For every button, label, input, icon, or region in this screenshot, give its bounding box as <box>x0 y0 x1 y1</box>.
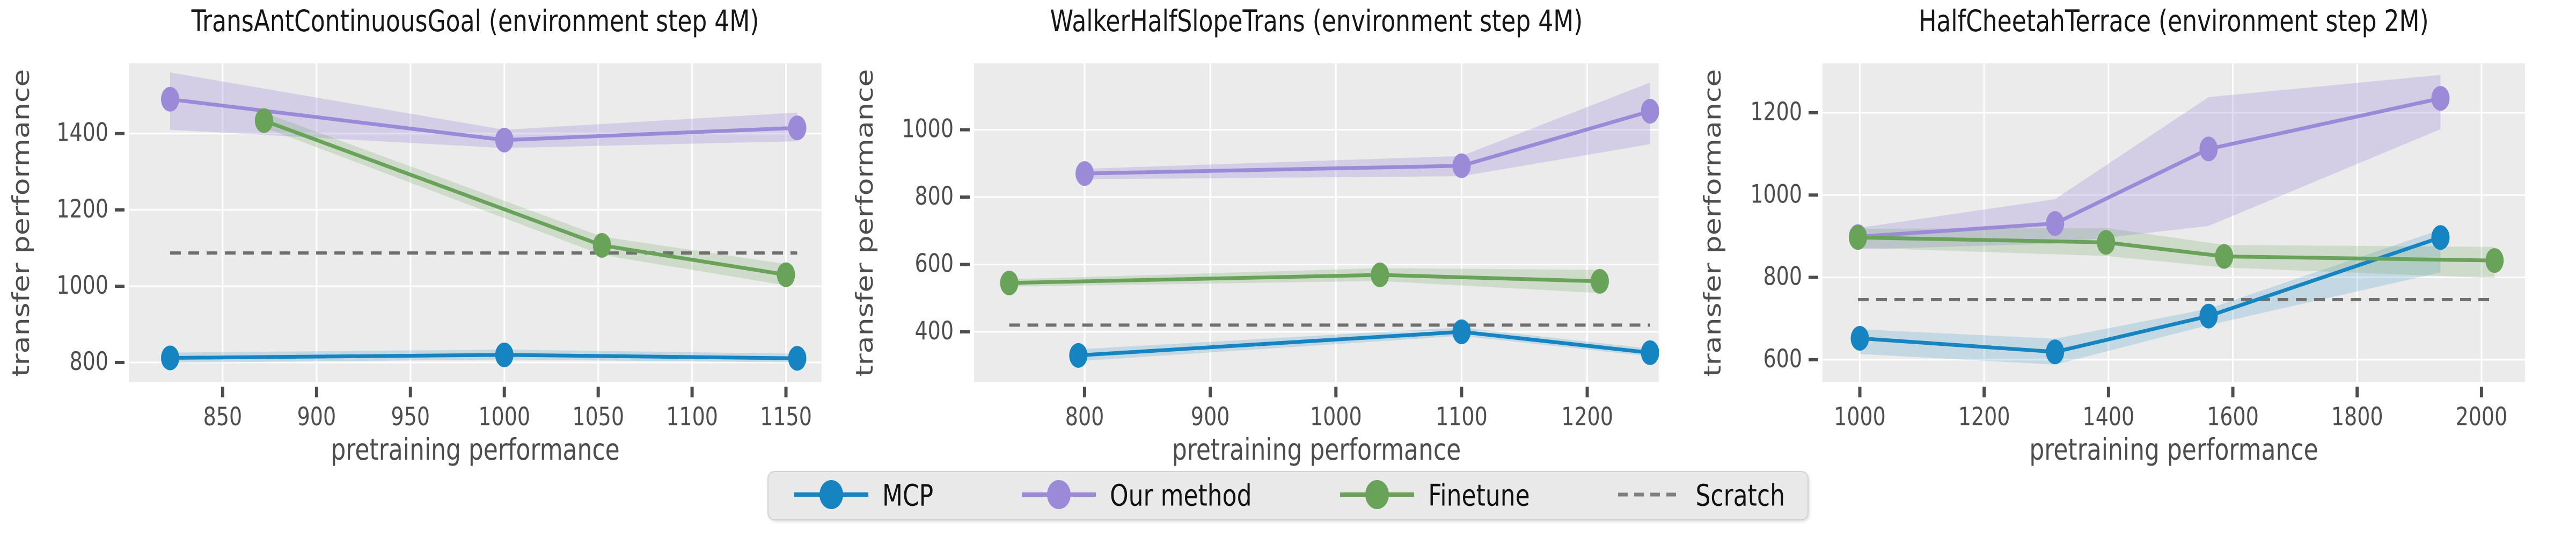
svg-text:1800: 1800 <box>2331 402 2383 432</box>
svg-text:800: 800 <box>1065 402 1104 432</box>
finetune-line-marker-icon <box>1337 476 1417 516</box>
svg-text:900: 900 <box>1191 402 1230 432</box>
y-axis-label: transfer performance <box>8 69 35 377</box>
svg-text:1000: 1000 <box>1310 402 1362 432</box>
y-axis-label: transfer performance <box>851 69 879 377</box>
svg-text:1200: 1200 <box>1750 97 1802 127</box>
svg-text:800: 800 <box>69 347 108 376</box>
plot-canvas: 850 900 950 1000 1050 1100 1150 800 1000 1200 1400 <box>56 63 822 432</box>
chart-title: WalkerHalfSlopeTrans (environment step 4… <box>1050 4 1583 39</box>
our-method-line-marker-icon <box>1019 476 1099 516</box>
legend-label: Scratch <box>1695 478 1785 513</box>
svg-text:1100: 1100 <box>666 402 718 432</box>
legend-item-finetune: Finetune <box>1337 476 1530 516</box>
x-axis-label: pretraining performance <box>2029 433 2318 467</box>
legend-item-mcp: MCP <box>791 476 933 516</box>
svg-text:1600: 1600 <box>2207 402 2259 432</box>
svg-text:2000: 2000 <box>2456 402 2508 432</box>
svg-text:1100: 1100 <box>1436 402 1488 432</box>
svg-text:1000: 1000 <box>1750 179 1802 209</box>
svg-text:1000: 1000 <box>1834 402 1886 432</box>
svg-text:1400: 1400 <box>56 118 108 148</box>
svg-text:950: 950 <box>391 402 430 432</box>
svg-text:1200: 1200 <box>1958 402 2010 432</box>
chart-panel-transant: 850 900 950 1000 1050 1100 1150 800 1000 1200 1400… <box>0 0 859 537</box>
x-axis-label: pretraining performance <box>1172 433 1461 467</box>
svg-text:900: 900 <box>297 402 336 432</box>
svg-text:1000: 1000 <box>478 402 530 432</box>
legend-label: MCP <box>882 478 934 513</box>
y-axis-label: transfer performance <box>1699 69 1726 377</box>
svg-text:600: 600 <box>1763 344 1802 374</box>
svg-text:1400: 1400 <box>2083 402 2135 432</box>
scratch-dashed-line-icon <box>1615 476 1685 516</box>
svg-text:1200: 1200 <box>1561 402 1613 432</box>
svg-text:1200: 1200 <box>56 194 108 224</box>
svg-text:800: 800 <box>1763 262 1802 291</box>
svg-text:800: 800 <box>914 182 954 211</box>
plot-canvas: 800 900 1000 1100 1200 400 600 800 1000 <box>902 63 1659 432</box>
svg-text:850: 850 <box>203 402 243 432</box>
chart-title: HalfCheetahTerrace (environment step 2M) <box>1919 4 2429 39</box>
mcp-line-marker-icon <box>791 476 872 516</box>
legend: MCP Our method Finetune Scratch <box>767 471 1809 520</box>
x-axis-label: pretraining performance <box>331 433 620 467</box>
legend-label: Finetune <box>1428 478 1530 513</box>
svg-text:1000: 1000 <box>56 271 108 300</box>
svg-text:1000: 1000 <box>902 114 954 143</box>
chart-title: TransAntContinuousGoal (environment step… <box>191 4 759 39</box>
legend-item-our-method: Our method <box>1019 476 1252 516</box>
plot-canvas: 1000 1200 1400 1600 1800 2000 600 800 1000 1200 <box>1750 63 2525 432</box>
chart-panel-halfcheetah: 1000 1200 1400 1600 1800 2000 600 800 1000 1200 H… <box>1699 0 2576 537</box>
legend-label: Our method <box>1110 478 1252 513</box>
svg-text:1150: 1150 <box>760 402 812 432</box>
svg-text:400: 400 <box>914 316 954 346</box>
chart-panel-walker: 800 900 1000 1100 1200 400 600 800 1000 WalkerHa… <box>851 0 1717 537</box>
svg-text:1050: 1050 <box>572 402 624 432</box>
svg-text:600: 600 <box>914 249 954 278</box>
legend-item-scratch: Scratch <box>1615 476 1785 516</box>
